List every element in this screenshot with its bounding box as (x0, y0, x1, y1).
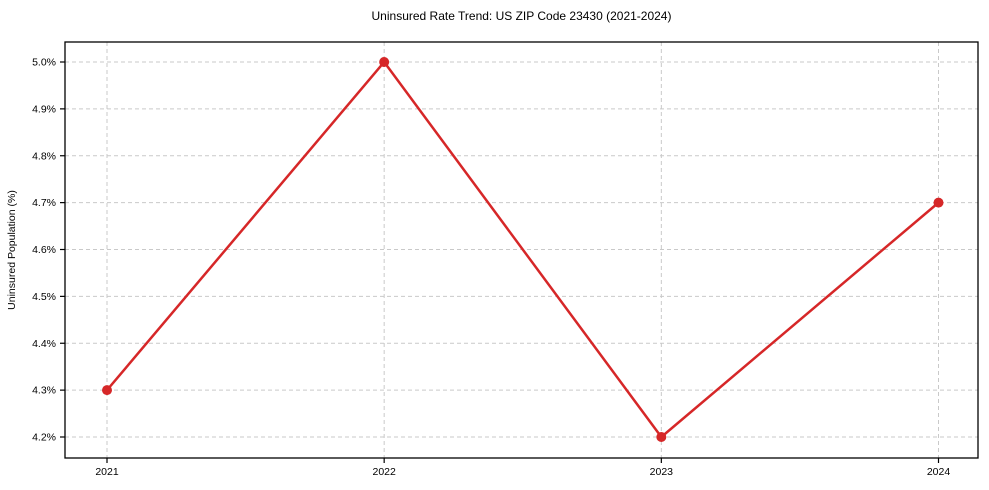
data-point-2023 (656, 432, 667, 442)
data-point-2021 (102, 385, 112, 396)
y-tick-label: 4.9% (32, 103, 56, 115)
y-tick-label: 4.8% (32, 150, 56, 162)
x-tick-label: 2022 (372, 466, 396, 478)
y-tick-label: 4.3% (32, 385, 56, 397)
y-tick-label: 4.6% (32, 244, 56, 256)
x-tick-label: 2024 (927, 466, 951, 478)
y-tick-label: 4.4% (32, 338, 56, 350)
y-tick-label: 5.0% (32, 57, 56, 69)
x-tick-label: 2021 (95, 466, 119, 478)
data-point-2022 (379, 57, 390, 67)
data-point-2024 (933, 197, 944, 208)
y-tick-label: 4.2% (32, 432, 56, 444)
y-tick-label: 4.5% (32, 291, 56, 303)
x-tick-label: 2023 (650, 466, 674, 478)
chart-title: Uninsured Rate Trend: US ZIP Code 23430 … (371, 9, 672, 23)
trend-line (105, 60, 940, 439)
y-tick-label: 4.7% (32, 197, 56, 209)
